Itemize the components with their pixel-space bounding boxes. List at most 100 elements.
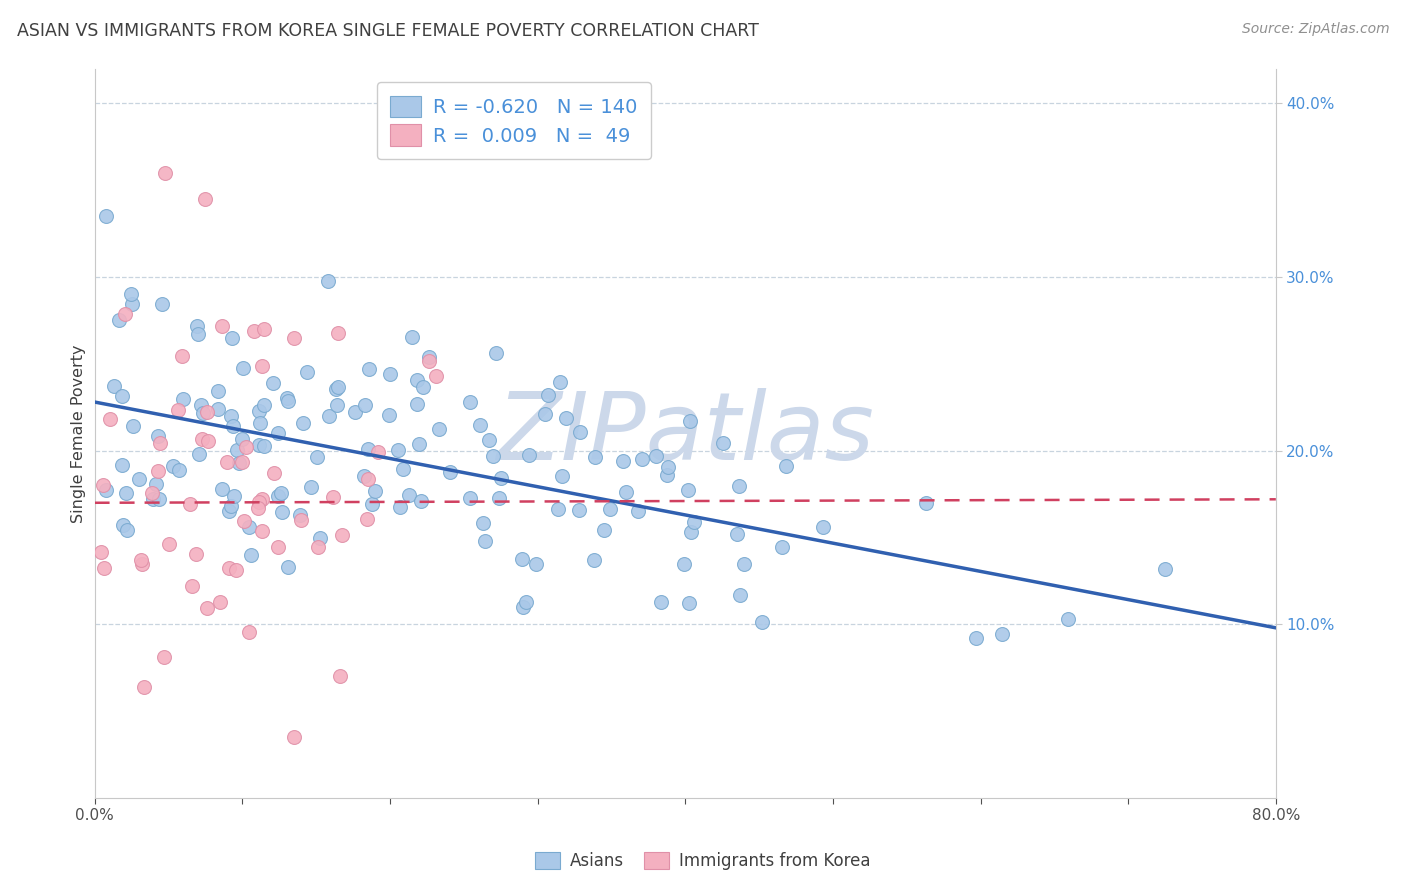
Point <box>246 500 269 515</box>
Point <box>401 330 423 344</box>
Point <box>305 450 328 464</box>
Point <box>270 485 292 500</box>
Point <box>108 313 131 327</box>
Point <box>550 469 572 483</box>
Point <box>316 274 339 288</box>
Point <box>195 405 218 419</box>
Point <box>194 192 217 206</box>
Point <box>197 434 219 448</box>
Point <box>267 489 290 503</box>
Point <box>655 467 678 482</box>
Point <box>679 414 702 428</box>
Point <box>357 472 380 486</box>
Point <box>90 545 112 559</box>
Point <box>489 471 512 485</box>
Point <box>267 540 290 554</box>
Point <box>190 399 212 413</box>
Point <box>299 480 322 494</box>
Point <box>322 490 344 504</box>
Point <box>247 438 270 452</box>
Point <box>672 558 695 572</box>
Point <box>149 435 172 450</box>
Point <box>813 519 835 533</box>
Point <box>150 297 173 311</box>
Point <box>218 504 240 518</box>
Point <box>162 459 184 474</box>
Point <box>725 527 748 541</box>
Point <box>207 384 229 398</box>
Point <box>263 466 285 480</box>
Point <box>325 382 347 396</box>
Point <box>614 485 637 500</box>
Point <box>329 669 352 683</box>
Point <box>277 394 299 409</box>
Point <box>169 463 191 477</box>
Point <box>418 350 440 364</box>
Point <box>965 631 987 645</box>
Y-axis label: Single Female Poverty: Single Female Poverty <box>72 344 86 523</box>
Point <box>733 557 755 571</box>
Point <box>247 404 270 418</box>
Point <box>211 319 233 334</box>
Point <box>550 375 572 389</box>
Point <box>267 425 290 440</box>
Point <box>547 502 569 516</box>
Point <box>225 443 247 458</box>
Point <box>221 500 243 514</box>
Point <box>728 479 751 493</box>
Point <box>458 395 481 409</box>
Point <box>186 547 208 561</box>
Point <box>232 361 254 376</box>
Point <box>180 579 202 593</box>
Point <box>219 409 242 424</box>
Point <box>676 483 699 497</box>
Point <box>250 492 273 507</box>
Point <box>515 595 537 609</box>
Point <box>121 296 143 310</box>
Text: Source: ZipAtlas.com: Source: ZipAtlas.com <box>1241 22 1389 37</box>
Point <box>288 508 311 523</box>
Point <box>195 600 218 615</box>
Point <box>111 458 134 473</box>
Point <box>249 494 271 508</box>
Point <box>145 477 167 491</box>
Point <box>387 443 409 458</box>
Point <box>191 432 214 446</box>
Point <box>111 388 134 402</box>
Point <box>583 450 606 464</box>
Point <box>599 502 621 516</box>
Point <box>128 473 150 487</box>
Point <box>122 418 145 433</box>
Point <box>488 491 510 505</box>
Point <box>353 468 375 483</box>
Point <box>612 454 634 468</box>
Point <box>378 408 401 422</box>
Point <box>592 523 614 537</box>
Point <box>678 596 700 610</box>
Point <box>517 448 540 462</box>
Point <box>482 449 505 463</box>
Point <box>211 482 233 496</box>
Point <box>388 500 411 515</box>
Point <box>231 432 253 446</box>
Point <box>283 331 305 345</box>
Point <box>270 505 292 519</box>
Point <box>412 380 434 394</box>
Point <box>524 557 547 571</box>
Point <box>650 595 672 609</box>
Point <box>131 558 153 572</box>
Point <box>583 553 606 567</box>
Point <box>98 412 121 426</box>
Point <box>367 445 389 459</box>
Point <box>167 403 190 417</box>
Point <box>115 523 138 537</box>
Point <box>94 483 117 497</box>
Point <box>307 540 329 554</box>
Point <box>328 326 350 340</box>
Point <box>405 373 427 387</box>
Point <box>228 456 250 470</box>
Point <box>222 489 245 503</box>
Point <box>568 502 591 516</box>
Legend: Asians, Immigrants from Korea: Asians, Immigrants from Korea <box>529 845 877 877</box>
Point <box>474 533 496 548</box>
